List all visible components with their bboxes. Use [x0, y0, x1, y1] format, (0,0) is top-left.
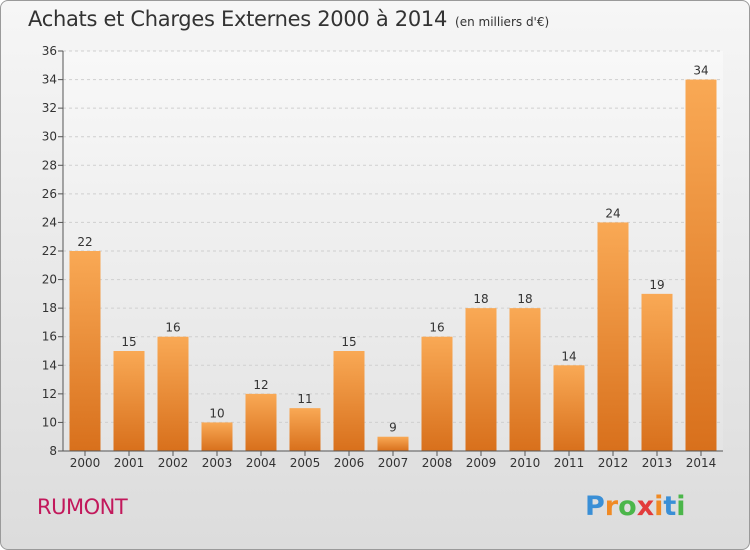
value-label: 19 — [649, 278, 664, 292]
x-tick-label: 2001 — [114, 456, 145, 470]
value-label: 34 — [693, 64, 708, 78]
y-tick-label: 16 — [42, 330, 57, 344]
bar — [113, 351, 145, 451]
bar — [245, 393, 277, 451]
y-tick-label: 10 — [42, 415, 57, 429]
value-label: 16 — [165, 321, 180, 335]
bar — [509, 308, 541, 451]
x-tick-label: 2002 — [158, 456, 189, 470]
value-label: 9 — [389, 421, 397, 435]
y-tick-label: 22 — [42, 244, 57, 258]
value-label: 12 — [253, 378, 268, 392]
y-tick-label: 32 — [42, 101, 57, 115]
value-label: 10 — [209, 406, 224, 420]
x-tick-label: 2009 — [466, 456, 497, 470]
x-tick-label: 2000 — [70, 456, 101, 470]
logo-letter: r — [604, 491, 619, 522]
logo-letter: i — [654, 491, 664, 522]
x-tick-label: 2013 — [642, 456, 673, 470]
y-tick-label: 36 — [42, 44, 57, 58]
value-labels: 22 15 16 10 12 11 15 9 16 18 18 14 24 19 34 — [77, 64, 708, 435]
x-tick-label: 2008 — [422, 456, 453, 470]
value-label: 22 — [77, 235, 92, 249]
y-tick-label: 12 — [42, 387, 57, 401]
logo-letter: i — [676, 491, 686, 522]
commune-name: RUMONT — [37, 495, 128, 519]
y-tick-label: 30 — [42, 130, 57, 144]
chart-title: Achats et Charges Externes 2000 à 2014 (e… — [28, 7, 549, 31]
x-tick-label: 2006 — [334, 456, 365, 470]
logo-letter: t — [663, 491, 677, 522]
value-label: 14 — [561, 349, 576, 363]
y-tick-label: 8 — [49, 444, 57, 458]
value-label: 15 — [341, 335, 356, 349]
bar — [289, 408, 321, 451]
x-tick-label: 2005 — [290, 456, 321, 470]
value-label: 18 — [517, 292, 532, 306]
x-tick-label: 2012 — [598, 456, 629, 470]
y-tick-label: 24 — [42, 215, 57, 229]
x-tick-label: 2014 — [686, 456, 717, 470]
bar — [641, 293, 673, 451]
x-tick-labels: 2000 2001 2002 2003 2004 2005 2006 2007 2008 2009… — [70, 456, 717, 470]
x-tick-label: 2010 — [510, 456, 541, 470]
chart-subtitle: (en milliers d'€) — [455, 15, 550, 29]
bar — [465, 308, 497, 451]
bar — [421, 336, 453, 451]
value-label: 18 — [473, 292, 488, 306]
value-label: 11 — [297, 392, 312, 406]
value-label: 24 — [605, 206, 620, 220]
bar — [685, 79, 717, 452]
x-tick-label: 2004 — [246, 456, 277, 470]
bar — [377, 436, 409, 451]
title-text: Achats et Charges Externes 2000 à 2014 — [28, 7, 448, 31]
logo-letter: x — [636, 491, 655, 522]
y-tick-label: 26 — [42, 187, 57, 201]
logo-letter: P — [585, 491, 605, 522]
y-tick-label: 28 — [42, 158, 57, 172]
y-tick-label: 20 — [42, 273, 57, 287]
axes — [58, 50, 723, 456]
logo-letter: o — [618, 491, 637, 522]
bars — [69, 79, 717, 452]
value-label: 15 — [121, 335, 136, 349]
bar — [201, 422, 233, 451]
y-tick-label: 34 — [42, 73, 57, 87]
bar — [597, 222, 629, 451]
x-tick-label: 2007 — [378, 456, 409, 470]
y-tick-label: 14 — [42, 358, 57, 372]
x-tick-label: 2011 — [554, 456, 585, 470]
y-tick-label: 18 — [42, 301, 57, 315]
bar — [69, 251, 101, 451]
bar — [333, 351, 365, 451]
bar — [157, 336, 189, 451]
x-tick-label: 2003 — [202, 456, 233, 470]
value-label: 16 — [429, 321, 444, 335]
proxiti-logo: Proxiti — [585, 491, 686, 522]
y-tick-labels: 8 10 12 14 16 18 20 22 24 26 28 30 32 34 36 — [42, 44, 57, 458]
bar — [553, 365, 585, 451]
